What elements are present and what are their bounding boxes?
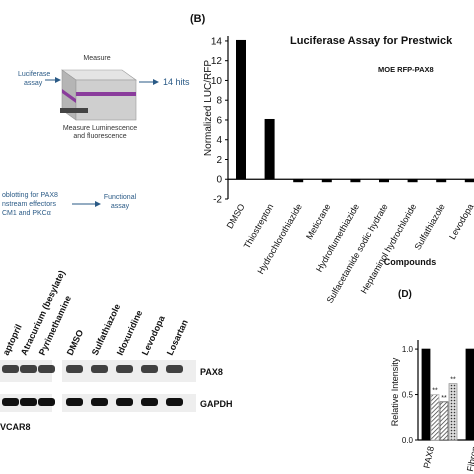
x-tick-label: Sulfathiazole bbox=[412, 202, 446, 252]
measure-label: Measure bbox=[83, 55, 110, 62]
y-axis-label: Normalized LUC/RFP bbox=[203, 60, 214, 156]
x-tick-label: PAX8 bbox=[422, 445, 436, 469]
x-tick-label: Fibron bbox=[465, 445, 474, 472]
caption: and fluorescence bbox=[73, 133, 126, 140]
bar bbox=[439, 401, 449, 441]
y-tick-label: 0 bbox=[216, 175, 222, 186]
bar bbox=[236, 39, 246, 180]
followup-label: CM1 and PKCα bbox=[2, 210, 51, 217]
blot-band bbox=[91, 365, 108, 373]
y-tick-label: 6 bbox=[216, 115, 222, 126]
blot-band bbox=[38, 398, 55, 406]
blot-band bbox=[38, 365, 55, 373]
bar bbox=[436, 179, 447, 183]
y-tick-label: 12 bbox=[211, 56, 223, 67]
blot-band bbox=[2, 365, 19, 373]
cell-line-label: VCAR8 bbox=[0, 422, 31, 432]
instrument-stripe bbox=[76, 92, 136, 96]
significance: ** bbox=[450, 377, 456, 384]
lane-label: Levodopa bbox=[140, 313, 167, 357]
blot-band bbox=[141, 365, 158, 373]
blot-row-label: GAPDH bbox=[200, 399, 233, 409]
blot-row-label: PAX8 bbox=[200, 367, 223, 377]
chart-title: Luciferase Assay for Prestwick bbox=[290, 35, 453, 47]
x-tick-label: DMSO bbox=[225, 202, 247, 230]
blot-band bbox=[116, 365, 133, 373]
lane-label: Losartan bbox=[165, 318, 190, 357]
y-tick-label: 1.0 bbox=[402, 345, 414, 354]
output-label: 14 hits bbox=[163, 77, 190, 87]
x-tick-label: Meticrane bbox=[304, 202, 332, 241]
input-label: assay bbox=[24, 80, 43, 87]
blot-band bbox=[91, 398, 108, 406]
followup-label: nstream effectors bbox=[2, 201, 56, 208]
followup-label: oblotting for PAX8 bbox=[2, 192, 58, 199]
x-tick-label: Thiostrepton bbox=[242, 202, 276, 250]
panel-label: (B) bbox=[190, 13, 206, 25]
blot-band bbox=[116, 398, 133, 406]
bar bbox=[430, 394, 440, 441]
caption: Measure Luminescence bbox=[63, 125, 137, 132]
x-axis-label: Compounds bbox=[384, 257, 437, 267]
lane-label: Idoxuridine bbox=[115, 309, 145, 357]
blot-band bbox=[2, 398, 19, 406]
x-tick-label: Levodopa bbox=[447, 202, 474, 241]
bar bbox=[264, 118, 275, 180]
y-tick-label: 4 bbox=[216, 135, 222, 146]
screening-diagram: Measure Luciferase assay 14 hits Measure… bbox=[2, 55, 190, 217]
lane-label: DMSO bbox=[65, 328, 85, 357]
blot-band bbox=[66, 398, 83, 406]
y-tick-label: 14 bbox=[211, 36, 223, 47]
bar bbox=[464, 179, 474, 183]
bar bbox=[407, 179, 418, 183]
blot-band bbox=[66, 365, 83, 373]
result-label: assay bbox=[111, 203, 130, 210]
bar bbox=[421, 348, 431, 441]
panel-label: (D) bbox=[398, 289, 412, 300]
y-tick-label: 10 bbox=[211, 76, 223, 87]
y-tick-label: 0.0 bbox=[402, 436, 414, 445]
blot-band bbox=[20, 365, 37, 373]
result-label: Functional bbox=[104, 194, 137, 201]
bar bbox=[293, 179, 304, 183]
y-tick-label: -2 bbox=[213, 195, 222, 206]
bar bbox=[379, 179, 389, 183]
instrument-stripe-side bbox=[62, 89, 76, 103]
blot-band bbox=[166, 398, 183, 406]
bar bbox=[321, 179, 332, 183]
significance: ** bbox=[432, 388, 438, 395]
x-tick-label: Heptaminol hydrochloride bbox=[359, 202, 419, 295]
blot-band bbox=[141, 398, 158, 406]
blot-band bbox=[20, 398, 37, 406]
y-tick-label: 8 bbox=[216, 96, 222, 107]
y-axis-label: Relative Intensity bbox=[390, 357, 400, 426]
significance: ** bbox=[441, 395, 447, 402]
chart-subtitle: MOE RFP-PAX8 bbox=[378, 65, 434, 74]
instrument-tray bbox=[60, 108, 88, 113]
input-label: Luciferase bbox=[18, 71, 50, 78]
y-tick-label: 0.5 bbox=[402, 391, 414, 400]
bar bbox=[465, 348, 474, 441]
y-tick-label: 2 bbox=[216, 155, 222, 166]
bar bbox=[448, 383, 458, 441]
instrument-front bbox=[75, 79, 137, 121]
bar bbox=[350, 179, 361, 183]
blot-band bbox=[166, 365, 183, 373]
